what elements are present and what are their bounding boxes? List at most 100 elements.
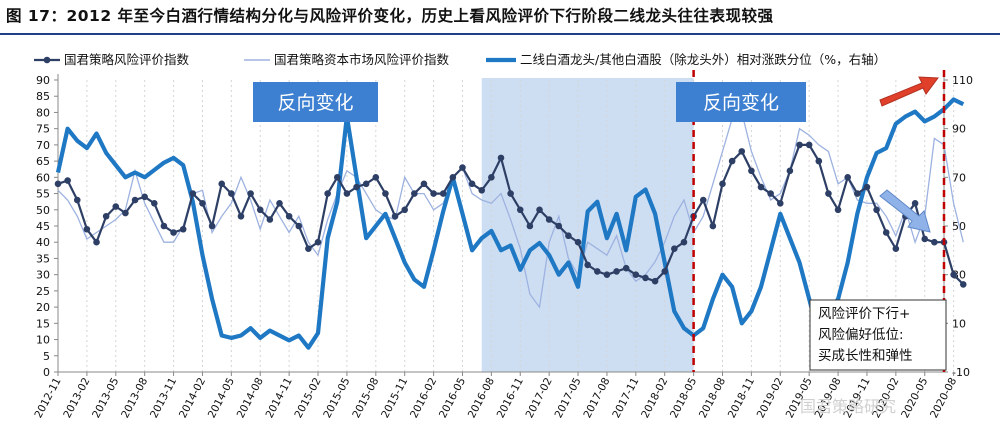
- series-risk-point: [536, 206, 543, 214]
- y-left-tick-label: 50: [36, 204, 50, 217]
- series-risk-point: [314, 238, 322, 246]
- x-tick-label: 2013-11: [148, 376, 179, 420]
- note-line: 买成长性和弹性: [818, 348, 913, 364]
- series-risk-point: [825, 190, 832, 197]
- y-left-tick-label: 0: [43, 366, 50, 379]
- series-risk-point: [199, 199, 206, 207]
- watermark-text: 国君策略研究: [800, 397, 896, 416]
- series-risk-point: [430, 190, 437, 197]
- down-arrow-icon: [879, 189, 931, 233]
- series-risk-point: [796, 141, 803, 149]
- series-risk-point: [468, 180, 476, 188]
- x-tick-label: 2020-05: [899, 376, 930, 420]
- series-risk-point: [863, 183, 871, 191]
- series-risk-point: [362, 180, 370, 188]
- series-risk-point: [285, 212, 293, 220]
- series-risk-point: [767, 190, 774, 197]
- series-risk-point: [892, 245, 900, 253]
- series-risk-point: [333, 174, 341, 181]
- note-box: [809, 299, 947, 371]
- series-risk-point: [411, 190, 418, 197]
- series-risk-point: [391, 212, 399, 220]
- x-tick-label: 2015-11: [379, 376, 410, 420]
- series-risk-point: [420, 180, 428, 188]
- series-risk-point: [64, 177, 71, 184]
- x-tick-label: 2016-02: [408, 376, 439, 420]
- series-risk-point: [189, 190, 197, 197]
- series-risk-point: [102, 212, 110, 220]
- series-risk-point: [497, 154, 505, 162]
- series-risk-point: [324, 190, 331, 197]
- y-left-tick-label: 45: [36, 220, 50, 233]
- series-risk-point: [651, 277, 659, 285]
- x-tick-label: 2018-05: [668, 376, 699, 420]
- series-risk-point: [719, 180, 726, 188]
- series-risk-point: [170, 229, 177, 236]
- series-risk-point: [574, 238, 582, 246]
- series-risk-point: [131, 196, 139, 204]
- annotation-box-2-label: 反向变化: [703, 92, 779, 114]
- series-risk-point: [680, 238, 688, 246]
- series-risk-point: [160, 222, 168, 230]
- annotation-box-2: [676, 82, 806, 122]
- series-risk-point: [911, 199, 919, 207]
- series-risk-point: [671, 245, 678, 253]
- x-tick-label: 2013-02: [61, 376, 92, 420]
- series-risk-point: [256, 206, 264, 214]
- legend-risk-marker: [43, 56, 51, 64]
- x-tick-label: 2016-05: [437, 376, 468, 420]
- y-left-tick-label: 15: [36, 317, 50, 330]
- series-risk-point: [54, 180, 62, 188]
- series-risk-point: [122, 209, 129, 217]
- x-tick-label: 2019-02: [755, 376, 786, 420]
- legend-risk-label: 国君策略风险评价指数: [64, 52, 190, 67]
- y-left-tick-label: 10: [36, 334, 50, 347]
- series-risk-point: [622, 264, 630, 272]
- series-risk-point: [237, 212, 245, 220]
- y-left-tick-label: 65: [36, 155, 50, 168]
- series-risk-point: [401, 206, 408, 214]
- series-risk-point: [266, 216, 274, 223]
- y-left-tick-label: 90: [36, 74, 50, 87]
- series-risk-point: [738, 148, 746, 155]
- series-risk-point: [728, 157, 736, 165]
- x-tick-label: 2018-02: [639, 376, 670, 420]
- title-rule: [0, 33, 1000, 35]
- series-risk-point: [844, 174, 851, 181]
- series-risk-point: [276, 199, 283, 207]
- series-risk-point: [305, 245, 312, 253]
- series-risk-point: [83, 225, 91, 233]
- x-tick-label: 2017-02: [524, 376, 555, 420]
- chart-title: 图 17：2012 年至今白酒行情结构分化与风险评价变化，历史上看风险评价下行阶…: [6, 7, 774, 25]
- series-risk-point: [459, 164, 466, 171]
- x-tick-label: 2016-08: [466, 376, 497, 420]
- y-right-tick-label: 110: [952, 74, 973, 87]
- x-tick-label: 2018-08: [697, 376, 728, 420]
- series-risk-point: [661, 268, 669, 275]
- series-risk-point: [699, 196, 707, 204]
- series-risk-point: [555, 222, 563, 230]
- note-line: 风险偏好低位:: [818, 327, 904, 343]
- legend-relative-label: 二线白酒龙头/其他白酒股（除龙头外）相对涨跌分位（%，右轴）: [520, 52, 886, 67]
- series-risk-point: [372, 174, 380, 181]
- series-risk-point: [93, 238, 100, 246]
- x-tick-label: 2014-05: [206, 376, 237, 420]
- x-tick-label: 2017-11: [610, 376, 641, 420]
- series-risk-point: [882, 229, 890, 236]
- series-risk-point: [950, 271, 957, 278]
- y-left-tick-label: 5: [43, 350, 50, 363]
- series-risk-point: [921, 235, 929, 243]
- x-tick-label: 2020-08: [928, 376, 959, 420]
- series-risk-point: [151, 199, 158, 207]
- annotation-box-1: [253, 82, 378, 122]
- series-risk-point: [449, 174, 457, 181]
- x-tick-label: 2014-02: [177, 376, 208, 420]
- y-left-tick-label: 20: [36, 301, 50, 314]
- series-risk-point: [516, 206, 524, 214]
- y-right-tick-label: 10: [952, 317, 966, 330]
- series-risk-point: [709, 222, 717, 230]
- series-risk-point: [73, 196, 81, 204]
- x-tick-label: 2017-05: [552, 376, 583, 420]
- y-left-tick-label: 85: [36, 90, 50, 103]
